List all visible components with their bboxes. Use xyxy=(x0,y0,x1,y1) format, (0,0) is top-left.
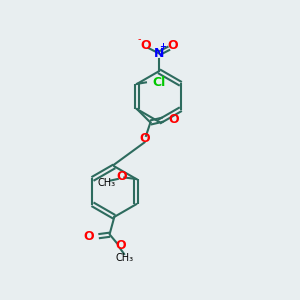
Text: O: O xyxy=(115,238,126,252)
Text: CH₃: CH₃ xyxy=(98,178,116,188)
Text: O: O xyxy=(83,230,94,243)
Text: CH₃: CH₃ xyxy=(116,254,134,263)
Text: O: O xyxy=(139,132,150,146)
Text: N: N xyxy=(154,47,164,60)
Text: O: O xyxy=(116,169,127,182)
Text: -: - xyxy=(138,34,141,44)
Text: Cl: Cl xyxy=(152,76,165,89)
Text: +: + xyxy=(159,42,166,51)
Text: O: O xyxy=(167,39,178,52)
Text: O: O xyxy=(140,39,151,52)
Text: O: O xyxy=(168,113,179,126)
